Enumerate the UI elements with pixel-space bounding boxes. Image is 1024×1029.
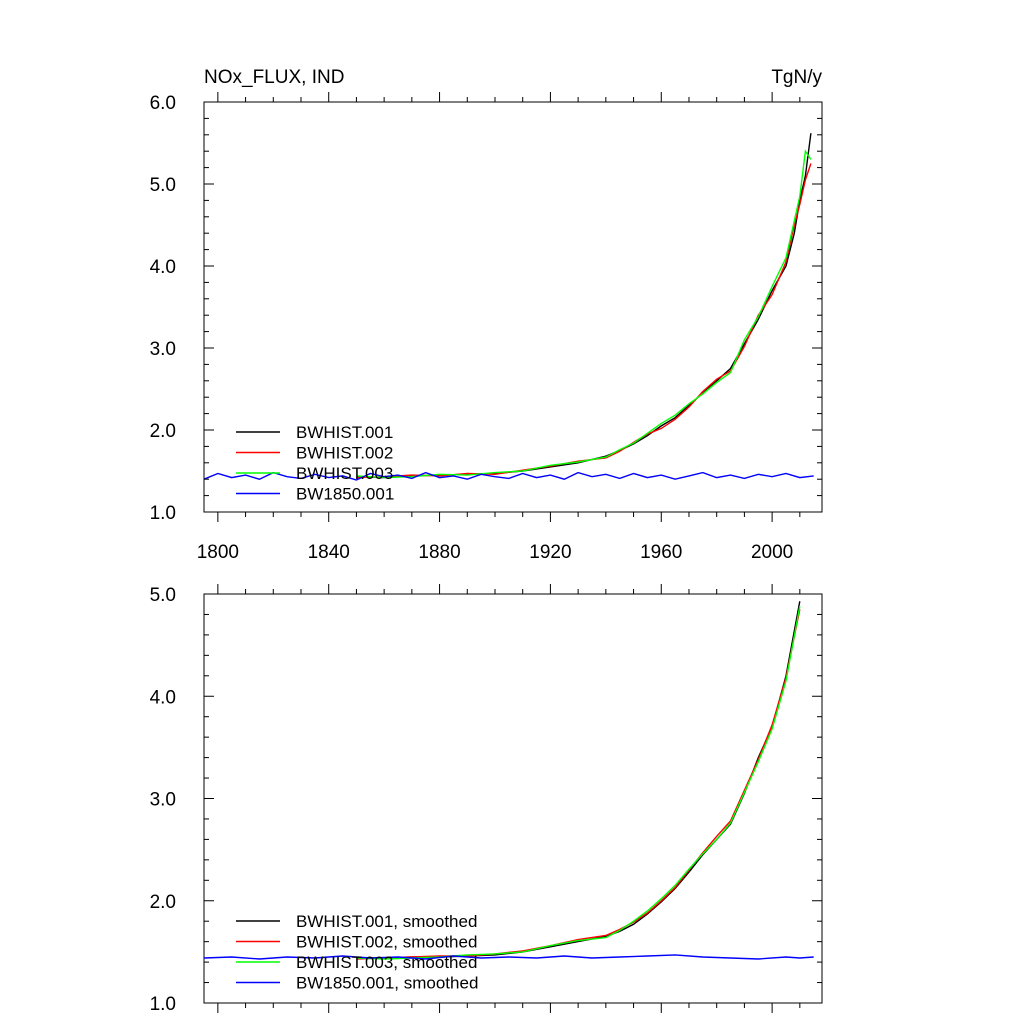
legend-entry: BWHIST.002 xyxy=(296,444,393,463)
chart-title: NOx_FLUX, IND xyxy=(204,67,344,88)
x-tick-label: 2000 xyxy=(751,542,793,563)
y-tick-label: 1.0 xyxy=(150,503,176,524)
chart-units: TgN/y xyxy=(771,67,822,88)
legend-entry: BWHIST.002, smoothed xyxy=(296,933,477,952)
legend-entry: BWHIST.001, smoothed xyxy=(296,912,477,931)
x-tick-label: 1920 xyxy=(529,542,571,563)
x-tick-label: 1840 xyxy=(308,542,350,563)
legend-entry: BWHIST.003, smoothed xyxy=(296,953,477,972)
y-tick-label: 3.0 xyxy=(150,339,176,360)
y-tick-label: 4.0 xyxy=(150,687,176,708)
plot-frame xyxy=(203,101,823,513)
y-tick-label: 5.0 xyxy=(150,585,176,606)
series-line-3 xyxy=(203,954,814,960)
y-tick-label: 2.0 xyxy=(150,421,176,442)
series-line-0 xyxy=(356,133,812,479)
series-line-1 xyxy=(356,163,812,479)
y-tick-label: 2.0 xyxy=(150,892,176,913)
y-tick-label: 4.0 xyxy=(150,257,176,278)
series-line-1 xyxy=(356,609,801,960)
x-tick-label: 1880 xyxy=(418,542,460,563)
x-tick-label: 1960 xyxy=(640,542,682,563)
top-panel: NOx_FLUX, IND TgN/y 1.0 2.0 3.0 4.0 5.0 6.0 18… xyxy=(150,67,823,563)
series-line-3 xyxy=(203,471,814,481)
x-tick-label: 1800 xyxy=(197,542,239,563)
y-tick-label: 3.0 xyxy=(150,790,176,811)
y-tick-label: 1.0 xyxy=(150,994,176,1015)
series-line-2 xyxy=(356,149,812,479)
legend-entry: BW1850.001, smoothed xyxy=(296,974,478,993)
legend-entry: BW1850.001 xyxy=(296,485,394,504)
series-line-0 xyxy=(356,601,801,959)
series-line-2 xyxy=(356,606,801,960)
bottom-panel: 1.0 2.0 3.0 4.0 5.0 BWHIST.001, smoothed BWHIS… xyxy=(150,584,823,1015)
legend-entry: BWHIST.003 xyxy=(296,464,393,483)
y-tick-label: 5.0 xyxy=(150,175,176,196)
legend-entry: BWHIST.001 xyxy=(296,423,393,442)
y-tick-label: 6.0 xyxy=(150,93,176,114)
